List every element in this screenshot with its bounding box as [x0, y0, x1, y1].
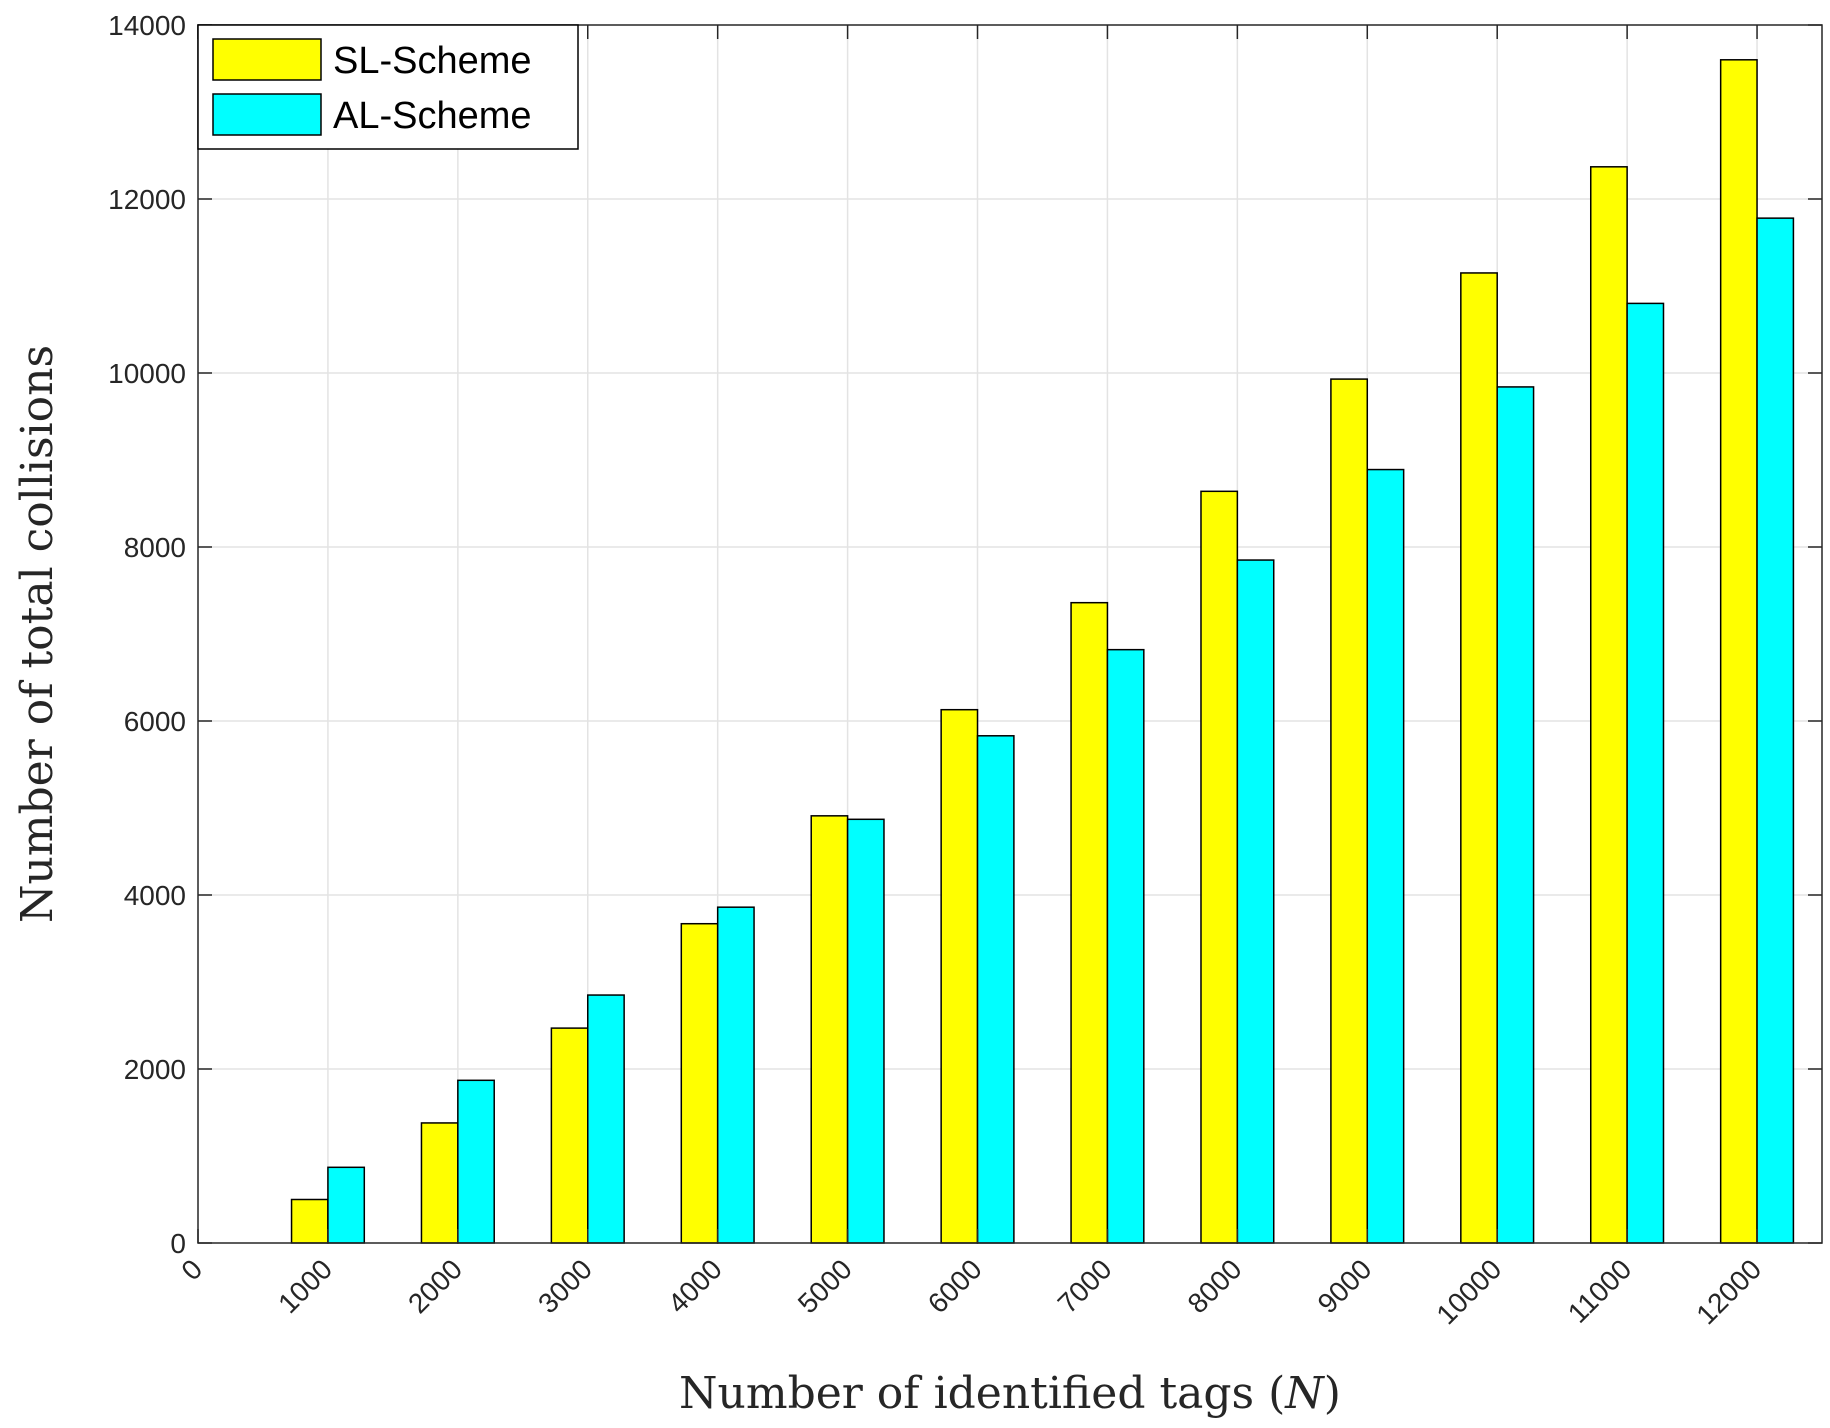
y-tick-label: 2000 — [124, 1054, 186, 1085]
bar-al-3000 — [587, 994, 625, 1244]
x-axis-title: Number of identified tags (N) — [679, 1368, 1341, 1419]
x-tick-label: 5000 — [792, 1253, 858, 1319]
legend-swatch-sl — [212, 38, 322, 81]
bar-sl-2000 — [420, 1122, 459, 1244]
bar-al-8000 — [1236, 559, 1275, 1244]
x-tick-label: 9000 — [1312, 1253, 1378, 1319]
y-tick-label: 14000 — [108, 10, 186, 41]
bar-al-4000 — [716, 906, 755, 1244]
y-tick-label: 6000 — [124, 706, 186, 737]
x-tick-label: 4000 — [662, 1253, 728, 1319]
bar-al-12000 — [1756, 217, 1795, 1244]
y-tick-label: 4000 — [124, 880, 186, 911]
legend-swatch-al — [212, 93, 322, 136]
legend-label-al: AL-Scheme — [333, 95, 532, 137]
bar-sl-9000 — [1330, 378, 1369, 1244]
x-tick-label: 3000 — [532, 1253, 598, 1319]
bar-sl-6000 — [940, 708, 979, 1244]
bar-sl-1000 — [290, 1198, 329, 1244]
y-tick-label: 8000 — [124, 532, 186, 563]
x-tick-label: 11000 — [1562, 1253, 1638, 1329]
bar-al-1000 — [327, 1166, 366, 1244]
bar-sl-12000 — [1719, 59, 1758, 1244]
x-tick-label: 10000 — [1430, 1253, 1507, 1330]
plot-frame — [197, 24, 1823, 1244]
legend-label-sl: SL-Scheme — [333, 40, 532, 82]
legend: SL-Scheme AL-Scheme — [197, 24, 579, 150]
x-tick-label: 8000 — [1182, 1253, 1248, 1319]
x-tick-label: 12000 — [1690, 1253, 1767, 1330]
y-tick-label: 12000 — [108, 184, 186, 215]
bar-al-10000 — [1496, 386, 1535, 1244]
bars — [290, 59, 1795, 1244]
y-tick-label: 0 — [170, 1228, 186, 1259]
x-tick-label: 2000 — [402, 1253, 468, 1319]
bar-sl-3000 — [550, 1027, 589, 1244]
bar-sl-8000 — [1200, 490, 1239, 1244]
bar-al-2000 — [457, 1079, 495, 1244]
bar-al-7000 — [1106, 648, 1145, 1244]
bar-sl-10000 — [1460, 272, 1498, 1244]
y-axis-title: Number of total collisions — [12, 345, 63, 923]
x-tick-label: 7000 — [1052, 1253, 1118, 1319]
bar-al-5000 — [846, 818, 885, 1244]
bar-al-9000 — [1366, 468, 1405, 1244]
bar-al-11000 — [1626, 302, 1665, 1244]
bar-sl-7000 — [1070, 601, 1109, 1244]
x-tick-label: 6000 — [922, 1253, 988, 1319]
bar-al-6000 — [976, 735, 1015, 1244]
bar-sl-5000 — [810, 815, 849, 1244]
y-tick-label: 10000 — [108, 358, 186, 389]
x-tick-label: 1000 — [272, 1253, 338, 1319]
bar-sl-11000 — [1589, 166, 1628, 1244]
bar-sl-4000 — [680, 922, 719, 1244]
